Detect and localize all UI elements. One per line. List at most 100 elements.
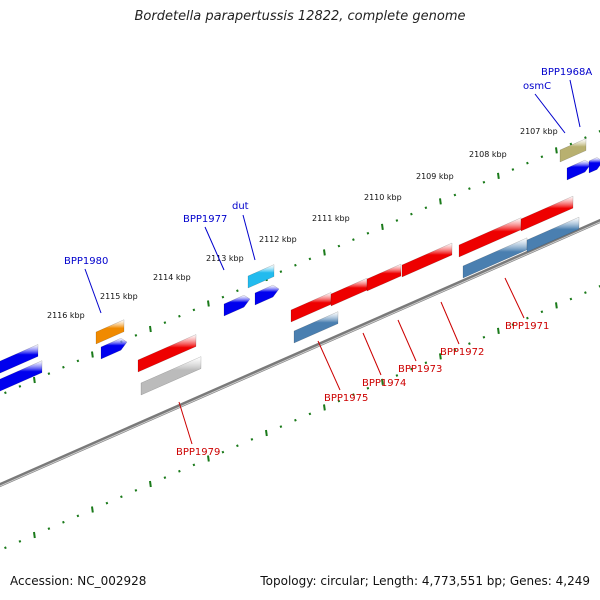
scale-tick-lower: [76, 514, 80, 518]
forward-cds-block: [223, 294, 251, 317]
bpp1980-gene-block: [95, 319, 125, 345]
forward-cds-block: [0, 360, 43, 392]
reverse-cds-block: [137, 334, 197, 373]
scale-tick-lower: [482, 335, 486, 339]
gene-label-leader: [242, 214, 256, 261]
scale-tick-lower: [555, 302, 558, 309]
reverse-cds-block: [366, 263, 402, 292]
gene-label-leader: [317, 340, 341, 391]
forward-cds-block: [100, 337, 128, 360]
backbone-highlight: [0, 221, 600, 487]
forward-cds-block: [0, 344, 39, 374]
scale-tick-lower: [120, 495, 123, 499]
scale-tick-upper: [134, 334, 138, 337]
scale-tick-lower: [511, 323, 515, 326]
reverse-gene-label: BPP1973: [398, 364, 442, 375]
reverse-gene-label: BPP1971: [505, 321, 549, 332]
scale-tick-lower: [33, 531, 36, 539]
scale-tick-upper: [439, 198, 442, 205]
reverse-gene-label: BPP1972: [440, 347, 484, 358]
scale-tick-upper: [453, 193, 457, 197]
scale-tick-label: 2108 kbp: [469, 150, 507, 159]
scale-tick-lower: [279, 425, 283, 428]
scale-tick-upper: [149, 325, 152, 333]
rna-block: [526, 216, 580, 253]
scale-tick-upper: [33, 376, 36, 384]
forward-cds-block: [566, 159, 592, 181]
scale-tick-label: 2115 kbp: [100, 292, 138, 301]
scale-tick-lower: [497, 327, 500, 335]
scale-tick-upper: [526, 161, 529, 165]
scale-tick-lower: [366, 386, 370, 390]
gene-label-leader: [397, 319, 417, 362]
scale-tick-lower: [439, 353, 442, 360]
rna-block: [293, 311, 339, 344]
gene-label-leader: [84, 268, 102, 314]
scale-tick-upper: [395, 219, 399, 222]
scale-tick-lower: [381, 378, 384, 386]
gene-label-leader: [362, 332, 382, 376]
scale-tick-label: 2109 kbp: [416, 172, 454, 181]
scale-tick-lower: [337, 399, 341, 403]
scale-tick-lower: [91, 506, 94, 513]
scale-tick-upper: [468, 187, 471, 191]
scale-tick-upper: [555, 147, 558, 154]
scale-tick-upper: [308, 257, 312, 261]
scale-tick-upper: [352, 238, 355, 242]
scale-tick-upper: [511, 168, 515, 171]
scale-tick-upper: [569, 142, 573, 146]
backbone-line: [0, 218, 600, 488]
scale-tick-label: 2111 kbp: [312, 214, 350, 223]
genome-summary-text: Topology: circular; Length: 4,773,551 bp…: [260, 574, 590, 588]
scale-tick-lower: [250, 437, 254, 441]
scale-tick-lower: [4, 546, 7, 550]
scale-tick-upper: [192, 308, 196, 312]
forward-gene-label: BPP1968A: [541, 67, 592, 78]
scale-tick-upper: [18, 385, 22, 388]
forward-gene-label: osmC: [523, 81, 551, 92]
bpp1979-pseudo-block: [140, 356, 202, 396]
scale-tick-lower: [410, 367, 413, 371]
scale-tick-lower: [163, 476, 167, 479]
scale-tick-label: 2107 kbp: [520, 127, 558, 136]
scale-tick-upper: [540, 155, 544, 159]
reverse-gene-label: BPP1979: [176, 447, 220, 458]
scale-tick-upper: [366, 231, 370, 235]
reverse-cds-block: [330, 277, 368, 307]
scale-tick-lower: [207, 455, 210, 462]
scale-tick-lower: [584, 291, 587, 294]
scale-tick-upper: [4, 391, 7, 395]
scale-tick-lower: [105, 501, 109, 505]
scale-tick-lower: [294, 418, 297, 422]
scale-tick-label: 2110 kbp: [364, 193, 402, 202]
scale-tick-upper: [323, 249, 326, 256]
scale-tick-lower: [468, 342, 471, 346]
scale-tick-upper: [207, 300, 210, 307]
scale-tick-upper: [236, 289, 239, 293]
scale-tick-lower: [526, 316, 529, 320]
gene-label-leader: [178, 401, 193, 445]
scale-tick-upper: [221, 295, 225, 299]
forward-gene-label: dut: [232, 201, 249, 212]
scale-tick-label: 2114 kbp: [153, 273, 191, 282]
gene-label-leader: [204, 226, 225, 271]
scale-tick-lower: [308, 412, 312, 416]
scale-tick-upper: [497, 172, 500, 180]
scale-tick-lower: [395, 374, 399, 377]
scale-tick-lower: [540, 310, 544, 314]
scale-tick-lower: [352, 393, 355, 397]
reverse-cds-block: [520, 195, 574, 232]
scale-tick-lower: [453, 348, 457, 352]
scale-tick-upper: [584, 136, 587, 139]
reverse-gene-label: BPP1975: [324, 393, 368, 404]
scale-tick-upper: [163, 321, 167, 324]
scale-tick-lower: [424, 361, 428, 365]
scale-tick-lower: [134, 489, 138, 492]
accession-text: Accession: NC_002928: [10, 574, 147, 588]
forward-cds-block: [588, 157, 600, 174]
map-title: Bordetella parapertussis 12822, complete…: [134, 9, 466, 24]
scale-tick-label: 2112 kbp: [259, 235, 297, 244]
scale-tick-upper: [294, 263, 297, 267]
